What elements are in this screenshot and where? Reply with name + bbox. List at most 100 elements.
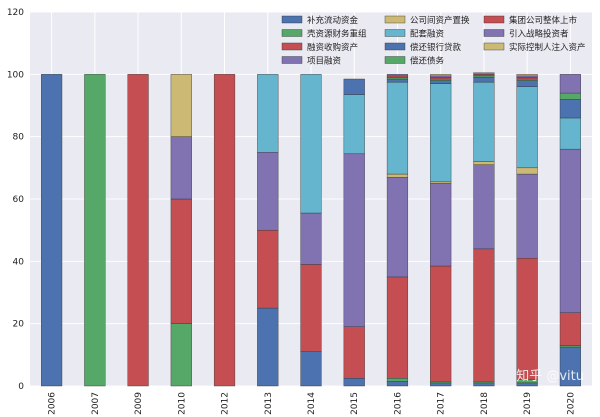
bar-segment <box>127 74 149 387</box>
bar-segment <box>430 183 452 267</box>
bar-segment <box>170 323 192 387</box>
bar-segment <box>559 148 581 313</box>
bar-segment <box>516 167 538 175</box>
bar-segment <box>343 78 365 95</box>
x-tick-label: 2018 <box>480 392 490 415</box>
bar-segment <box>386 381 409 387</box>
bar-segment <box>430 83 452 183</box>
bars <box>41 72 581 387</box>
x-tick-label: 2016 <box>393 392 403 415</box>
legend-label: 公司间资产置换 <box>410 15 470 26</box>
bar-segment <box>300 74 322 214</box>
x-tick-label: 2012 <box>221 392 231 415</box>
legend-swatch <box>483 29 505 37</box>
bar-segment <box>430 382 452 387</box>
bar-segment <box>516 86 538 169</box>
bar-segment <box>473 75 495 78</box>
bar-segment <box>516 258 538 380</box>
bar-segment <box>559 99 581 119</box>
legend-label: 集团公司整体上市 <box>509 15 578 26</box>
bar-segment <box>516 173 538 259</box>
bar-segment <box>386 75 409 78</box>
legend-swatch <box>281 42 303 51</box>
bar-segment <box>170 136 192 200</box>
x-tick-label: 2015 <box>350 392 360 415</box>
bar-segment <box>386 77 409 80</box>
bar-segment <box>300 351 322 387</box>
bar-segment <box>473 381 495 384</box>
x-tick-label: 2013 <box>264 392 274 415</box>
bar-segment <box>430 381 452 384</box>
x-tick-label: 2017 <box>437 392 447 415</box>
bar-segment <box>430 77 452 80</box>
bar-segment <box>473 74 495 77</box>
bar-segment <box>84 74 106 387</box>
bar-segment <box>473 72 495 75</box>
legend-label: 壳资源财务重组 <box>307 29 367 40</box>
bar-segment <box>473 164 495 250</box>
bar-segment <box>516 74 538 77</box>
legend-label: 配套融资 <box>410 29 445 40</box>
y-tick-label: 40 <box>13 257 25 267</box>
legend-swatch <box>281 29 303 37</box>
x-tick-label: 2009 <box>134 392 144 415</box>
bar-segment <box>386 276 409 379</box>
bar-segment <box>559 345 581 348</box>
bar-segment <box>170 74 192 137</box>
bar-segment <box>343 153 365 327</box>
bar-segment <box>386 378 409 382</box>
bar-segment <box>386 81 409 175</box>
bar-segment <box>473 161 495 165</box>
legend-label: 引入战略投资者 <box>509 29 569 40</box>
bar-segment <box>430 75 452 78</box>
x-axis: 2006 2007 2009 2010 2012 2013 2014 2015 2016 2017… <box>48 392 577 415</box>
bar-segment <box>386 78 409 83</box>
bar-segment <box>343 378 365 387</box>
legend-swatch <box>384 15 406 24</box>
legend-swatch <box>281 56 303 64</box>
bar-segment <box>41 74 63 387</box>
bar-segment <box>559 117 581 150</box>
legend-swatch <box>281 15 303 24</box>
bar-segment <box>430 80 452 84</box>
x-tick-label: 2014 <box>307 392 317 415</box>
bar-segment <box>430 74 452 77</box>
bar-segment <box>257 152 279 231</box>
legend-label: 补充流动资金 <box>307 15 359 26</box>
x-tick-label: 2007 <box>91 392 101 415</box>
bar-segment <box>257 307 279 387</box>
bar-segment <box>300 212 322 265</box>
bar-segment <box>559 312 581 346</box>
legend-label: 项目融资 <box>307 56 342 67</box>
bar-segment <box>473 382 495 387</box>
bar-segment <box>386 176 409 278</box>
x-tick-label: 2020 <box>566 392 576 415</box>
y-tick-label: 20 <box>13 320 25 330</box>
legend-label: 偿还银行贷款 <box>410 42 462 53</box>
legend-label: 偿还债务 <box>410 56 445 67</box>
x-tick-label: 2006 <box>48 392 58 415</box>
bar-segment <box>257 74 279 153</box>
bar-segment <box>386 173 409 178</box>
legend-swatch <box>483 15 505 24</box>
legend-label: 实际控制人注入资产 <box>509 42 586 53</box>
bar-segment <box>257 229 279 309</box>
y-tick-label: 0 <box>18 382 24 392</box>
bar-segment <box>343 94 365 155</box>
y-tick-label: 100 <box>7 70 24 80</box>
legend-swatch <box>384 29 406 37</box>
bar-segment <box>170 198 192 324</box>
bar-segment <box>213 74 236 387</box>
y-tick-label: 120 <box>7 8 24 18</box>
bar-segment <box>516 78 538 81</box>
bar-segment <box>430 78 452 81</box>
legend-swatch <box>384 56 406 64</box>
bar-segment <box>559 92 581 100</box>
bar-segment <box>473 77 495 83</box>
watermark-text: 知乎 @vitu <box>516 368 584 384</box>
bar-segment <box>343 326 365 379</box>
bar-segment <box>473 81 495 162</box>
